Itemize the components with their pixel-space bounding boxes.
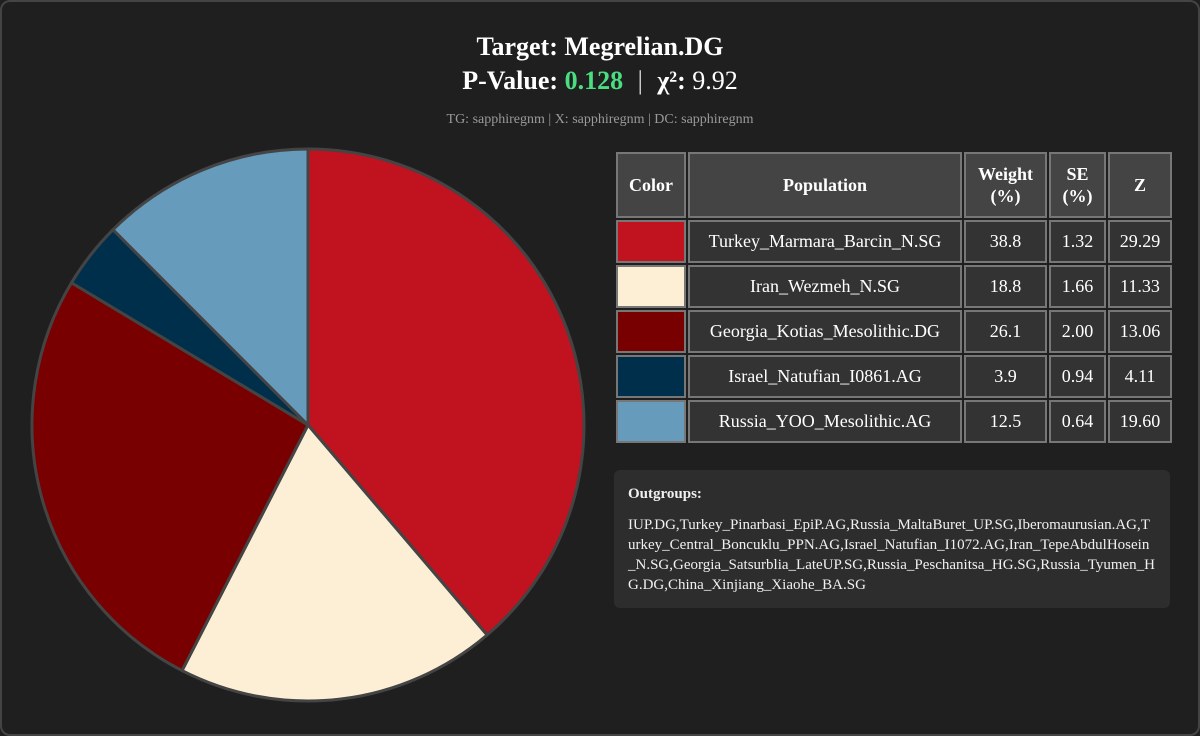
z-cell: 13.06 [1108, 310, 1172, 353]
z-cell: 29.29 [1108, 220, 1172, 263]
weight-cell: 3.9 [964, 355, 1047, 398]
outgroups-panel: Outgroups: IUP.DG,Turkey_Pinarbasi_EpiP.… [614, 470, 1170, 608]
header-population: Population [688, 152, 962, 218]
weight-cell: 18.8 [964, 265, 1047, 308]
population-cell: Israel_Natufian_I0861.AG [688, 355, 962, 398]
pie-slice-5 [111, 147, 310, 427]
population-cell: Russia_YOO_Mesolithic.AG [688, 400, 962, 443]
se-cell: 0.64 [1049, 400, 1106, 443]
pvalue-value: 0.128 [564, 66, 624, 95]
weight-cell: 12.5 [964, 400, 1047, 443]
outgroups-title: Outgroups: [628, 486, 702, 502]
meta-info: TG: sapphiregnm | X: sapphiregnm | DC: s… [446, 112, 754, 127]
pie-slice-3 [30, 281, 310, 673]
color-swatch [616, 310, 686, 353]
se-cell: 2.00 [1049, 310, 1106, 353]
weight-cell: 38.8 [964, 220, 1047, 263]
population-table: Color Population Weight (%) SE (%) Z Tur… [614, 150, 1174, 445]
color-swatch [616, 400, 686, 443]
header-separator: | [637, 66, 643, 95]
header-z: Z [1108, 152, 1172, 218]
color-swatch [616, 220, 686, 263]
table-row: Turkey_Marmara_Barcin_N.SG 38.8 1.32 29.29 [616, 220, 1172, 263]
table-row: Iran_Wezmeh_N.SG 18.8 1.66 11.33 [616, 265, 1172, 308]
population-cell: Georgia_Kotias_Mesolithic.DG [688, 310, 962, 353]
header-weight: Weight (%) [964, 152, 1047, 218]
header-se: SE (%) [1049, 152, 1106, 218]
z-cell: 19.60 [1108, 400, 1172, 443]
chart-header: Target: Megrelian.DG P-Value: 0.128 | χ²… [0, 30, 1200, 128]
z-cell: 11.33 [1108, 265, 1172, 308]
se-cell: 0.94 [1049, 355, 1106, 398]
color-swatch [616, 265, 686, 308]
chi-label: χ²: [657, 66, 686, 95]
table-header-row: Color Population Weight (%) SE (%) Z [616, 152, 1172, 218]
outgroups-list: IUP.DG,Turkey_Pinarbasi_EpiP.AG,Russia_M… [628, 517, 1155, 593]
se-cell: 1.32 [1049, 220, 1106, 263]
header-color: Color [616, 152, 686, 218]
pvalue-label: P-Value: [462, 66, 559, 95]
color-swatch [616, 355, 686, 398]
pvalue-line: P-Value: 0.128 | χ²: 9.92 [0, 64, 1200, 98]
weight-cell: 26.1 [964, 310, 1047, 353]
chart-title: Target: Megrelian.DG [476, 32, 724, 61]
table-body: Turkey_Marmara_Barcin_N.SG 38.8 1.32 29.29 I… [616, 220, 1172, 443]
table-row: Georgia_Kotias_Mesolithic.DG 26.1 2.00 13.0… [616, 310, 1172, 353]
z-cell: 4.11 [1108, 355, 1172, 398]
table-row: Israel_Natufian_I0861.AG 3.9 0.94 4.11 [616, 355, 1172, 398]
pie-slice-1 [306, 147, 586, 637]
population-cell: Iran_Wezmeh_N.SG [688, 265, 962, 308]
se-cell: 1.66 [1049, 265, 1106, 308]
population-cell: Turkey_Marmara_Barcin_N.SG [688, 220, 962, 263]
chi-value: 9.92 [692, 66, 738, 95]
pie-chart [30, 147, 586, 703]
pie-slice-2 [180, 423, 489, 703]
table-row: Russia_YOO_Mesolithic.AG 12.5 0.64 19.60 [616, 400, 1172, 443]
